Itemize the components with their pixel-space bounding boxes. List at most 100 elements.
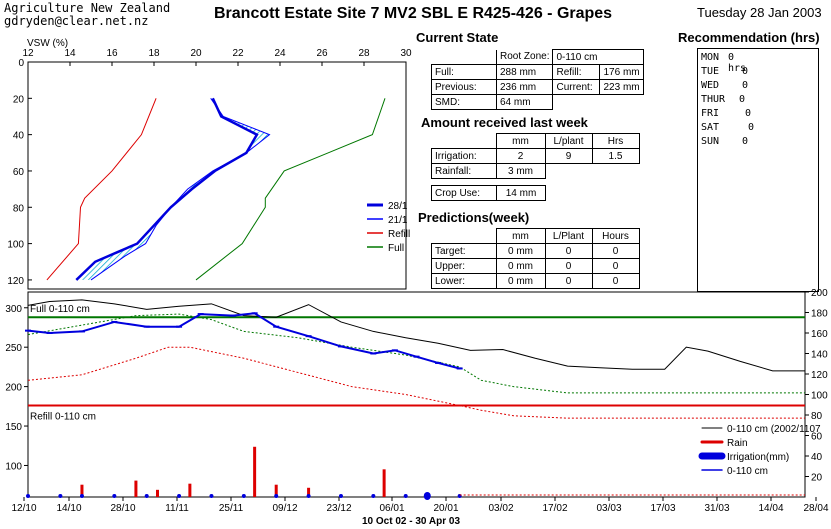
rec-day-value: 0 xyxy=(742,66,749,77)
series-line-21-1 xyxy=(90,98,271,281)
right-y-tick-label: 160 xyxy=(811,329,828,340)
y-tick-label: 0 xyxy=(18,58,24,69)
previous-season-line xyxy=(27,299,805,372)
contact-email: gdryden@clear.net.nz xyxy=(4,14,149,28)
amount-received-heading: Amount received last week xyxy=(421,115,588,130)
right-y-tick-label: 20 xyxy=(811,473,823,484)
crop-use-table: Crop Use: 14 mm xyxy=(431,185,546,201)
page-title: Brancott Estate Site 7 MV2 SBL E R425-42… xyxy=(214,5,613,22)
lower-mm: 0 mm xyxy=(495,273,546,289)
legend-label: Irrigation(mm) xyxy=(727,452,789,463)
irrigation-mark xyxy=(112,494,117,498)
report-date: Tuesday 28 Jan 2003 xyxy=(697,5,822,20)
left-y-tick-label: 300 xyxy=(5,304,22,315)
current-value: 223 mm xyxy=(599,79,644,95)
rec-day-fri: FRI 0 xyxy=(701,108,751,119)
irrigation-mark xyxy=(423,492,431,500)
predictions-heading: Predictions(week) xyxy=(418,210,530,225)
date-range-label: 10 Oct 02 - 30 Apr 03 xyxy=(362,516,460,527)
irrigation-mark xyxy=(274,494,279,498)
x-tick-label: 06/01 xyxy=(379,503,404,514)
rec-day-label: THUR xyxy=(701,94,726,105)
x-tick-label: 20 xyxy=(190,48,202,59)
right-y-tick-label: 80 xyxy=(811,411,823,422)
legend-label: 21/1 xyxy=(388,215,408,226)
current-state-heading: Current State xyxy=(416,30,499,45)
legend-label: Refill xyxy=(388,229,410,240)
legend-label: 28/1 xyxy=(388,201,408,212)
x-tick-label: 18 xyxy=(148,48,160,59)
rec-day-label: SAT xyxy=(701,122,720,133)
legend-label: 0-110 cm xyxy=(727,466,768,477)
y-tick-label: 40 xyxy=(13,131,25,142)
x-tick-label: 17/03 xyxy=(650,503,675,514)
y-tick-label: 100 xyxy=(7,240,24,251)
series-line-refill xyxy=(46,98,157,281)
right-y-tick-label: 100 xyxy=(811,391,828,402)
rec-day-value: 0 xyxy=(748,122,755,133)
current-state-table: Root Zone: 0-110 cm Full: 288 mm Refill:… xyxy=(431,49,644,110)
x-tick-label: 30 xyxy=(400,48,412,59)
legend-label: Full xyxy=(388,243,404,254)
rec-day-label: SUN xyxy=(701,136,720,147)
predictions-table: mm L/Plant Hours Target: 0 mm 0 0 Upper:… xyxy=(431,228,640,289)
y-tick-label: 20 xyxy=(13,94,25,105)
x-tick-label: 14/04 xyxy=(758,503,783,514)
x-tick-label: 03/02 xyxy=(488,503,513,514)
rec-day-wed: WED 0 xyxy=(701,80,748,91)
season-plot-frame xyxy=(27,291,806,498)
irrigation-mark xyxy=(79,494,84,498)
irrigation-hrs: 1.5 xyxy=(591,148,640,164)
rec-day-label: WED xyxy=(701,80,720,91)
rain-bar xyxy=(80,484,84,497)
right-y-tick-label: 60 xyxy=(811,432,823,443)
crop-use-label: Crop Use: xyxy=(431,185,497,201)
y-tick-label: 80 xyxy=(13,203,25,214)
crop-use-mm: 14 mm xyxy=(496,185,546,201)
right-y-tick-label: 200 xyxy=(811,288,828,299)
rec-day-label: TUE xyxy=(701,66,720,77)
rec-day-label: FRI xyxy=(701,108,720,119)
organisation-name: Agriculture New Zealand xyxy=(4,1,171,15)
x-tick-label: 24 xyxy=(274,48,286,59)
rec-day-sun: SUN 0 xyxy=(701,136,748,147)
refill-line-label: Refill 0-110 cm xyxy=(30,412,96,423)
series-line-28-1 xyxy=(75,97,259,281)
right-y-tick-label: 180 xyxy=(811,309,828,320)
irrigation-mark xyxy=(338,494,343,498)
irrigation-mark xyxy=(403,494,408,498)
rain-bar xyxy=(253,446,257,497)
rain-bar xyxy=(156,489,159,497)
left-y-tick-label: 200 xyxy=(5,383,22,394)
target-hours: 0 xyxy=(591,243,640,259)
rec-day-value: 0 xyxy=(739,94,746,105)
amount-received-table: mm L/plant Hrs Irrigation: 2 9 1.5 Rainf… xyxy=(431,133,640,179)
rec-day-value: 0 xyxy=(742,80,749,91)
lower-hours: 0 xyxy=(591,273,640,289)
rain-bar xyxy=(134,480,138,497)
profile-plot-frame xyxy=(27,61,407,290)
irrigation-mark xyxy=(371,494,376,498)
rainfall-mm: 3 mm xyxy=(495,163,546,179)
x-tick-label: 20/01 xyxy=(433,503,458,514)
series-line-full xyxy=(195,98,386,281)
x-tick-label: 09/12 xyxy=(272,503,297,514)
right-y-tick-label: 120 xyxy=(811,370,828,381)
rec-day-tue: TUE 0 xyxy=(701,66,748,77)
x-tick-label: 23/12 xyxy=(326,503,351,514)
irrigation-mark xyxy=(58,494,63,498)
x-tick-label: 28/04 xyxy=(803,503,828,514)
rec-day-value: 0 xyxy=(742,136,749,147)
current-season-line xyxy=(27,312,460,370)
irrigation-mark xyxy=(177,494,182,498)
irrigation-mark xyxy=(144,494,149,498)
rec-day-value: 0 xyxy=(745,108,752,119)
x-tick-label: 14/10 xyxy=(56,503,81,514)
irrigation-mark xyxy=(209,494,214,498)
irrigation-mark xyxy=(26,494,30,498)
left-y-tick-label: 100 xyxy=(5,461,22,472)
x-tick-label: 31/03 xyxy=(704,503,729,514)
x-tick-label: 17/02 xyxy=(542,503,567,514)
